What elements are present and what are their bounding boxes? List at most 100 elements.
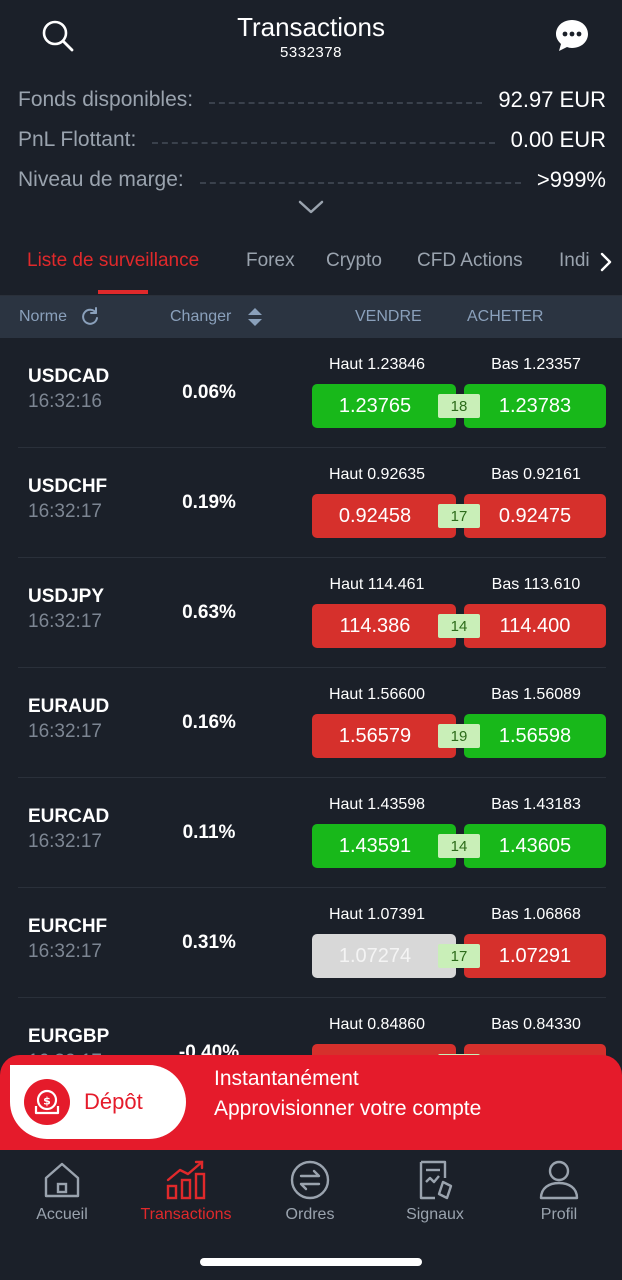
spread-badge: 18 — [438, 394, 480, 418]
symbol: EURCHF — [28, 916, 108, 937]
tab-crypto[interactable]: Crypto — [326, 250, 382, 271]
sell-button[interactable] — [312, 1044, 456, 1058]
low-price: Bas 1.06868 — [491, 906, 581, 923]
watchlist: USDCAD 16:32:16 0.06% Haut 1.23846 Bas 1… — [0, 338, 622, 1058]
buy-button[interactable]: 114.400 — [464, 604, 606, 648]
nav-item-transactions[interactable]: Transactions — [124, 1158, 248, 1238]
dotted-leader — [199, 182, 521, 184]
high-price: Haut 0.84860 — [328, 1016, 426, 1033]
buy-button[interactable]: 1.56598 — [464, 714, 606, 758]
tab-forex[interactable]: Forex — [246, 250, 295, 271]
table-row[interactable]: USDCHF 16:32:17 0.19% Haut 0.92635 Bas 0… — [0, 448, 622, 558]
table-row[interactable]: USDCAD 16:32:16 0.06% Haut 1.23846 Bas 1… — [0, 338, 622, 448]
spread-badge: 19 — [438, 724, 480, 748]
dotted-leader — [152, 142, 495, 144]
nav-item-profil[interactable]: Profil — [497, 1158, 621, 1238]
symbol: EURCAD — [28, 806, 110, 827]
high-price: Haut 1.23846 — [328, 356, 426, 373]
change-percent: -0.40% — [178, 1042, 240, 1058]
divider — [18, 667, 606, 668]
quote-time: 16:32:17 — [28, 941, 102, 962]
sell-button[interactable]: 1.56579 — [312, 714, 456, 758]
high-price: Haut 114.461 — [329, 576, 425, 593]
buy-button[interactable]: 0.92475 — [464, 494, 606, 538]
quote-time: 16:32:16 — [28, 391, 102, 412]
buy-button[interactable] — [464, 1044, 606, 1058]
spread-badge: 17 — [438, 504, 480, 528]
stat-value: 0.00 EUR — [510, 127, 606, 152]
nav-label: Signaux — [406, 1206, 464, 1223]
chevron-down-icon[interactable] — [297, 196, 325, 218]
quote-time: 16:32:17 — [28, 721, 102, 742]
chart-icon — [166, 1160, 206, 1200]
low-price: Bas 1.56089 — [491, 686, 581, 703]
low-price: Bas 113.610 — [491, 576, 581, 593]
column-header: Norme Changer VENDRE ACHETER — [0, 296, 622, 338]
svg-text:$: $ — [43, 1095, 51, 1108]
spread-badge: 14 — [438, 614, 480, 638]
refresh-icon[interactable] — [80, 306, 100, 331]
low-price: Bas 1.23357 — [491, 356, 581, 373]
stat-label: Fonds disponibles: — [18, 88, 194, 111]
sell-button[interactable]: 1.07274 — [312, 934, 456, 978]
change-percent: 0.11% — [182, 822, 236, 843]
sell-button[interactable]: 1.23765 — [312, 384, 456, 428]
deposit-label: Dépôt — [84, 1089, 143, 1114]
deposit-button[interactable]: $ Dépôt — [10, 1065, 186, 1139]
table-row[interactable]: EURAUD 16:32:17 0.16% Haut 1.56600 Bas 1… — [0, 668, 622, 778]
active-tab-indicator — [98, 290, 148, 294]
column-change[interactable]: Changer — [170, 308, 232, 325]
signals-icon — [419, 1160, 453, 1200]
stat-value: >999% — [536, 167, 606, 192]
tab-indices[interactable]: Indi — [559, 250, 590, 271]
stat-label: PnL Flottant: — [18, 128, 137, 151]
buy-button[interactable]: 1.43605 — [464, 824, 606, 868]
nav-label: Transactions — [140, 1206, 232, 1223]
divider — [18, 447, 606, 448]
search-icon[interactable] — [38, 16, 78, 56]
dotted-leader — [209, 102, 483, 104]
buy-button[interactable]: 1.23783 — [464, 384, 606, 428]
sort-icon[interactable] — [246, 306, 264, 333]
page-title: Transactions — [237, 12, 385, 42]
spread-badge: 17 — [438, 944, 480, 968]
nav-item-accueil[interactable]: Accueil — [0, 1158, 124, 1238]
chat-icon[interactable] — [552, 16, 592, 56]
home-indicator — [200, 1258, 422, 1266]
spread-badge: 14 — [438, 834, 480, 858]
chevron-right-icon[interactable] — [596, 250, 616, 274]
symbol: USDJPY — [28, 586, 105, 607]
buy-button[interactable]: 1.07291 — [464, 934, 606, 978]
sell-button[interactable]: 114.386 — [312, 604, 456, 648]
nav-item-signaux[interactable]: Signaux — [373, 1158, 497, 1238]
quote-time: 16:32:17 — [28, 1051, 102, 1058]
orders-icon — [290, 1160, 330, 1200]
table-row[interactable]: EURCAD 16:32:17 0.11% Haut 1.43598 Bas 1… — [0, 778, 622, 888]
account-number: 5332378 — [280, 44, 342, 61]
sell-button[interactable]: 0.92458 — [312, 494, 456, 538]
home-icon — [44, 1162, 80, 1198]
table-row[interactable]: EURCHF 16:32:17 0.31% Haut 1.07391 Bas 1… — [0, 888, 622, 998]
change-percent: 0.06% — [182, 382, 236, 403]
column-name[interactable]: Norme — [19, 308, 68, 325]
tab-watchlist[interactable]: Liste de surveillance — [27, 250, 200, 271]
table-row[interactable]: USDJPY 16:32:17 0.63% Haut 114.461 Bas 1… — [0, 558, 622, 668]
profile-icon — [539, 1160, 579, 1200]
divider — [18, 997, 606, 998]
table-row[interactable]: EURGBP 16:32:17 -0.40% Haut 0.84860 Bas … — [0, 998, 622, 1058]
quote-time: 16:32:17 — [28, 831, 102, 852]
sell-button[interactable]: 1.43591 — [312, 824, 456, 868]
symbol: USDCHF — [28, 476, 108, 497]
nav-label: Ordres — [285, 1206, 335, 1223]
banner-text: Instantanément Approvisionner votre comp… — [214, 1055, 614, 1127]
deposit-banner[interactable]: $ Dépôt Instantanément Approvisionner vo… — [0, 1055, 622, 1150]
column-buy: ACHETER — [467, 308, 544, 325]
banner-line-2: Approvisionner votre compte — [214, 1097, 482, 1120]
high-price: Haut 1.56600 — [328, 686, 426, 703]
deposit-icon: $ — [24, 1079, 70, 1125]
tab-cfd-actions[interactable]: CFD Actions — [417, 250, 523, 271]
symbol: USDCAD — [28, 366, 110, 387]
nav-item-ordres[interactable]: Ordres — [248, 1158, 372, 1238]
change-percent: 0.16% — [182, 712, 236, 733]
category-tabs: Liste de surveillance Forex Crypto CFD A… — [0, 228, 622, 296]
